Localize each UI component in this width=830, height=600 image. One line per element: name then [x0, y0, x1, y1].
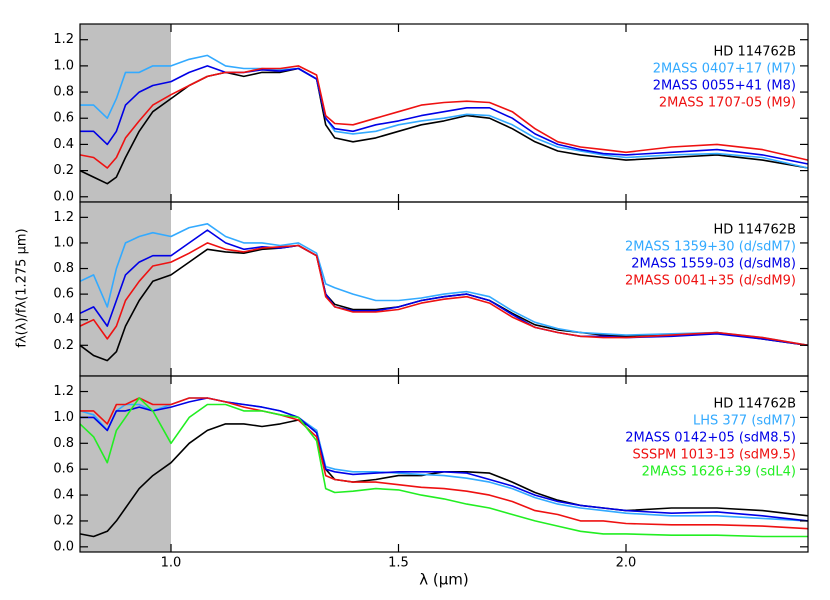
spectrum-line: [79, 397, 808, 538]
y-tick-label: 0.6: [53, 462, 74, 477]
shaded-region: [80, 376, 171, 552]
legend-entry: LHS 377 (sdM7): [693, 414, 796, 429]
spectrum-line: [80, 54, 809, 169]
plot-frame: [79, 375, 809, 553]
y-tick-label: 0.8: [53, 436, 74, 451]
legend-entry: 2MASS 0055+41 (M8): [653, 79, 796, 94]
legend-entry: 2MASS 1559-03 (d/sdM8): [631, 257, 796, 272]
legend-entry: HD 114762B: [714, 223, 796, 238]
y-tick-label: 0.2: [53, 513, 74, 528]
spectrum-line: [79, 242, 809, 347]
y-tick-label: 0.4: [53, 137, 74, 152]
legend-entry: 2MASS 1707-05 (M9): [659, 96, 796, 111]
legend-entry: SSSPM 1013-13 (sdM9.5): [633, 448, 796, 463]
x-tick-label: 1.0: [161, 556, 182, 571]
plot-frame: [79, 23, 809, 203]
y-tick-label: 0.8: [53, 261, 74, 276]
y-tick-label: 0.2: [53, 163, 74, 178]
x-tick-label: 2.0: [616, 556, 637, 571]
legend-entry: HD 114762B: [714, 45, 796, 60]
y-axis-label: fλ(λ)/fλ(1.275 μm): [15, 228, 30, 347]
spectrum-line: [79, 65, 809, 169]
y-tick-label: 1.0: [53, 235, 74, 250]
y-tick-label: 1.2: [53, 384, 74, 399]
y-tick-label: 0.2: [53, 338, 74, 353]
y-tick-label: 1.2: [53, 32, 74, 47]
legend-entry: 2MASS 1626+39 (sdL4): [642, 465, 796, 480]
y-tick-label: 0.4: [53, 312, 74, 327]
legend-entry: 2MASS 1359+30 (d/sdM7): [625, 240, 796, 255]
y-tick-label: 1.0: [53, 410, 74, 425]
legend-entry: 2MASS 0142+05 (sdM8.5): [625, 431, 796, 446]
x-axis-label: λ (μm): [419, 571, 469, 589]
shaded-region: [80, 24, 171, 202]
y-tick-label: 0.4: [53, 488, 74, 503]
shaded-region: [80, 202, 171, 376]
y-tick-label: 0.8: [53, 85, 74, 100]
y-tick-label: 0.6: [53, 111, 74, 126]
x-tick-label: 1.5: [388, 556, 409, 571]
y-tick-label: 0.0: [53, 539, 74, 554]
legend-entry: HD 114762B: [714, 397, 796, 412]
y-tick-label: 0.0: [53, 189, 74, 204]
spectrum-line: [80, 397, 809, 522]
legend-entry: 2MASS 0041+35 (d/sdM9): [625, 274, 796, 289]
y-tick-label: 1.2: [53, 210, 74, 225]
y-tick-label: 0.6: [53, 287, 74, 302]
legend-entry: 2MASS 0407+17 (M7): [653, 62, 796, 77]
y-tick-label: 1.0: [53, 58, 74, 73]
spectrum-line: [79, 67, 809, 185]
spectrum-line: [79, 397, 809, 522]
spectrum-line: [79, 223, 809, 347]
spectrum-line: [80, 65, 809, 165]
spectrum-line: [80, 397, 809, 530]
